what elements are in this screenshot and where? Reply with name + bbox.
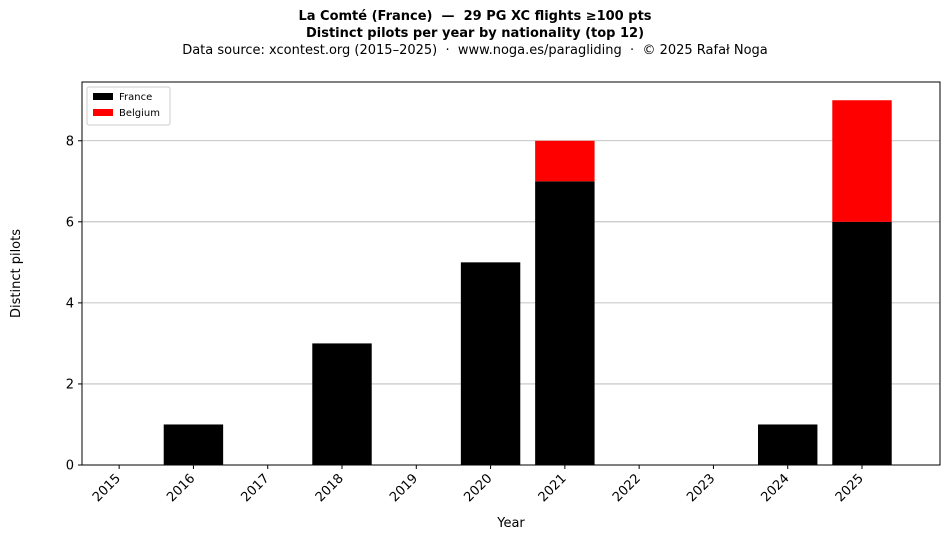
bar-france-2020	[460, 262, 521, 465]
x-axis-label: Year	[496, 516, 525, 531]
legend-label-france: France	[119, 92, 152, 103]
legend: France Belgium	[86, 86, 171, 126]
bar-belgium-2021	[535, 140, 595, 182]
chart-subtitle: Distinct pilots per year by nationality …	[305, 26, 645, 41]
x-tick-label: 2019	[387, 471, 421, 505]
y-tick-label: 8	[66, 134, 74, 149]
bar-france-2016	[163, 424, 224, 465]
chart-title: La Comté (France) — 29 PG XC flights ≥10…	[298, 9, 652, 24]
legend-label-belgium: Belgium	[119, 108, 160, 119]
x-tick-label: 2024	[759, 471, 793, 505]
bar-france-2021	[535, 181, 595, 465]
legend-swatch-belgium	[93, 109, 113, 116]
x-tick-label: 2021	[536, 471, 570, 505]
bar-france-2018	[312, 343, 372, 465]
legend-swatch-france	[93, 93, 113, 100]
y-axis-label: Distinct pilots	[9, 229, 24, 318]
y-tick-label: 4	[66, 296, 74, 311]
x-tick-label: 2022	[610, 471, 644, 505]
plot-frame	[81, 81, 941, 466]
y-tick-label: 6	[66, 215, 74, 230]
bar-belgium-2025	[832, 100, 892, 222]
x-tick-label: 2020	[461, 471, 495, 505]
y-tick-label: 0	[66, 459, 74, 474]
bars	[163, 100, 892, 465]
x-tick-label: 2023	[684, 471, 718, 505]
x-tick-label: 2016	[164, 471, 198, 505]
x-tick-label: 2017	[239, 471, 273, 505]
bar-france-2024	[758, 424, 818, 465]
data-source-note: Data source: xcontest.org (2015–2025) · …	[182, 43, 768, 58]
x-tick-label: 2015	[90, 471, 124, 505]
y-tick-label: 2	[66, 377, 74, 392]
chart-header: La Comté (France) — 29 PG XC flights ≥10…	[0, 8, 950, 59]
bar-france-2025	[832, 221, 892, 465]
x-tick-label: 2025	[833, 471, 867, 505]
x-tick-label: 2018	[313, 471, 347, 505]
